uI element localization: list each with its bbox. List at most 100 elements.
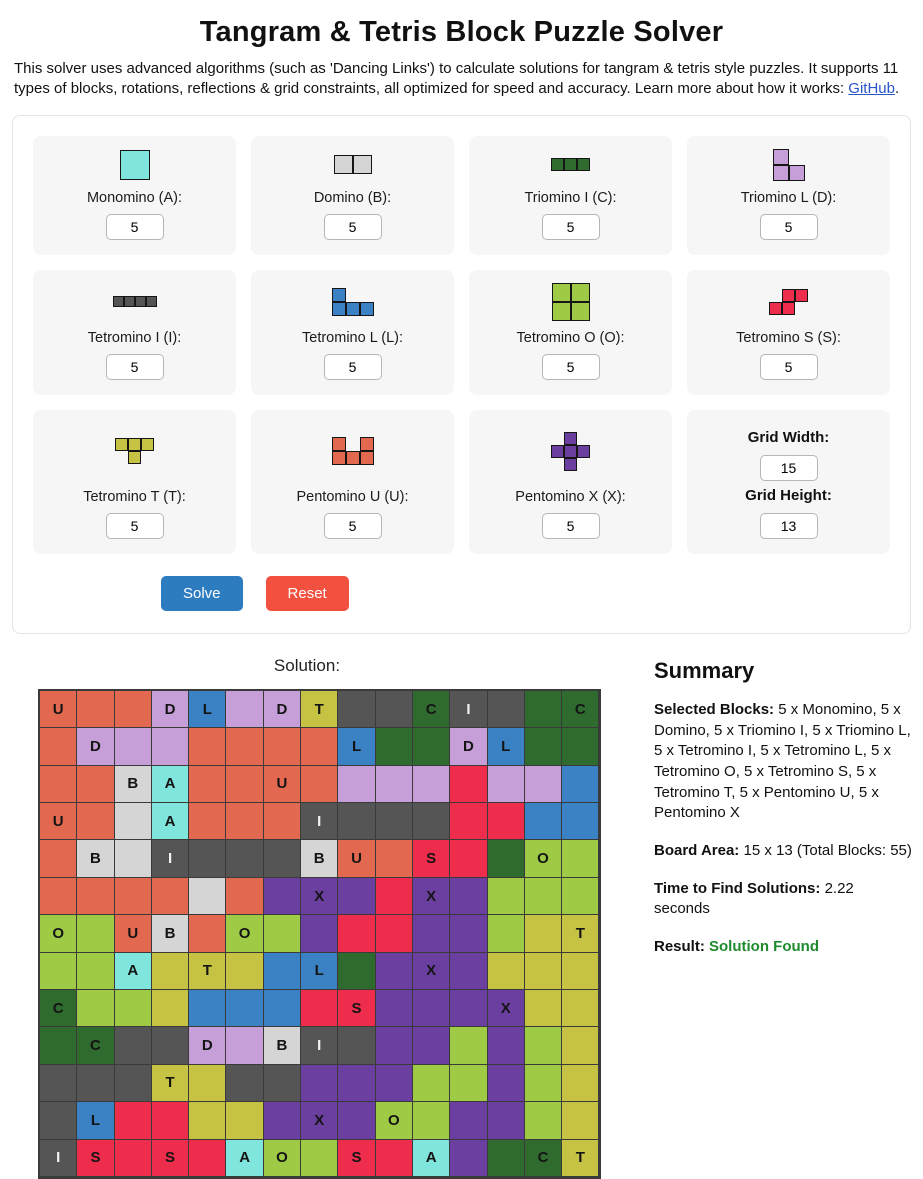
block-card-u: Pentomino U (U): (251, 409, 454, 554)
block-count-input-x[interactable] (541, 512, 600, 539)
board-cell-r1-c15: C (562, 690, 600, 729)
board-cell-r6-c12 (450, 877, 488, 916)
board-cell-r1-c7: D (263, 690, 302, 729)
board-cell-r1-c5: L (189, 690, 227, 729)
board-cell-r8-c7 (263, 952, 302, 990)
selected-blocks-label: Selected Blocks: (654, 700, 775, 718)
board-cell-r11-c11 (412, 1064, 451, 1103)
block-card-b: Domino (B): (251, 135, 454, 255)
board-cell-r10-c4 (151, 1027, 190, 1065)
action-buttons: Solve Reset (161, 575, 890, 611)
block-count-input-u[interactable] (323, 512, 382, 539)
board-cell-r11-c3 (114, 1064, 152, 1103)
board-cell-r1-c9 (338, 690, 376, 729)
board-cell-r10-c8: I (301, 1027, 339, 1065)
board-cell-r11-c15 (562, 1064, 600, 1103)
page-title: Tangram & Tetris Block Puzzle Solver (199, 16, 724, 48)
block-count-input-b[interactable] (323, 213, 382, 240)
board-cell-r4-c7 (263, 803, 302, 841)
board-cell-r2-c10 (375, 728, 413, 766)
board-cell-r11-c13 (487, 1064, 525, 1103)
block-card-s: Tetromino S (S): (687, 269, 890, 395)
reset-button[interactable]: Reset (265, 575, 349, 611)
intro-text: This solver uses advanced algorithms (su… (14, 59, 909, 99)
board-cell-r12-c12 (450, 1102, 488, 1140)
board-cell-r8-c10 (375, 952, 413, 990)
block-count-input-o[interactable] (541, 353, 600, 380)
summary-board-area: Board Area: 15 x 13 (Total Blocks: 55) (654, 841, 913, 862)
block-count-input-t[interactable] (105, 512, 164, 539)
controls-panel: Monomino (A): Domino (B): Triomino I (C)… (12, 114, 911, 634)
board-cell-r4-c15 (562, 803, 600, 841)
solve-button[interactable]: Solve (161, 575, 243, 611)
board-cell-r8-c15 (562, 952, 600, 990)
board-cell-r12-c5 (189, 1102, 227, 1140)
board-cell-r2-c2: D (77, 728, 115, 766)
board-cell-r13-c11: A (412, 1139, 451, 1177)
block-count-input-i[interactable] (105, 353, 164, 380)
board-cell-r6-c1 (40, 877, 78, 916)
board-cell-r6-c6 (226, 877, 264, 916)
block-cards-grid: Monomino (A): Domino (B): Triomino I (C)… (33, 135, 890, 554)
board-cell-r9-c7 (263, 990, 302, 1028)
board-cell-r6-c2 (77, 877, 115, 916)
block-count-input-l[interactable] (323, 353, 382, 380)
board-cell-r4-c2 (77, 803, 115, 841)
block-label: Tetromino S (S): (736, 329, 841, 346)
board-cell-r9-c11 (412, 990, 451, 1028)
board-cell-r13-c2: S (77, 1139, 115, 1177)
block-count-input-a[interactable] (105, 213, 164, 240)
board-cell-r1-c8: T (301, 690, 339, 729)
board-cell-r12-c4 (151, 1102, 190, 1140)
board-cell-r3-c11 (412, 765, 451, 804)
board-cell-r7-c9 (338, 915, 376, 953)
board-cell-r3-c3: B (114, 765, 152, 804)
board-cell-r8-c11: X (412, 952, 451, 990)
board-cell-r7-c7 (263, 915, 302, 953)
board-cell-r3-c2 (77, 765, 115, 804)
board-cell-r1-c13 (487, 690, 525, 729)
board-cell-r6-c13 (487, 877, 525, 916)
block-count-input-d[interactable] (759, 213, 818, 240)
grid-height-input[interactable] (759, 512, 818, 539)
board-cell-r1-c10 (375, 690, 413, 729)
board-cell-r7-c12 (450, 915, 488, 953)
board-cell-r6-c3 (114, 877, 152, 916)
board-cell-r12-c14 (524, 1102, 563, 1140)
board-cell-r13-c5 (189, 1139, 227, 1177)
board-cell-r6-c9 (338, 877, 376, 916)
board-cell-r11-c4: T (151, 1064, 190, 1103)
grid-width-input[interactable] (759, 454, 818, 481)
board-cell-r3-c15 (562, 765, 600, 804)
board-cell-r12-c15 (562, 1102, 600, 1140)
block-card-o: Tetromino O (O): (469, 269, 672, 395)
github-link[interactable]: GitHub (848, 79, 895, 97)
board-cell-r12-c3 (114, 1102, 152, 1140)
board-cell-r5-c3 (114, 840, 152, 878)
board-cell-r11-c5 (189, 1064, 227, 1103)
board-cell-r2-c1 (40, 728, 78, 766)
board-cell-r9-c3 (114, 990, 152, 1028)
board-cell-r4-c6 (226, 803, 264, 841)
grid-height-label: Grid Height: (745, 486, 832, 504)
board-cell-r10-c3 (114, 1027, 152, 1065)
board-cell-r11-c8 (301, 1064, 339, 1103)
board-cell-r8-c4 (151, 952, 190, 990)
board-cell-r13-c3 (114, 1139, 152, 1177)
board-cell-r2-c9: L (338, 728, 376, 766)
tetromino-s-icon (769, 288, 808, 315)
board-cell-r13-c1: I (40, 1139, 78, 1177)
board-cell-r5-c7 (263, 840, 302, 878)
block-count-input-c[interactable] (541, 213, 600, 240)
board-cell-r2-c4 (151, 728, 190, 766)
block-count-input-s[interactable] (759, 353, 818, 380)
board-cell-r11-c9 (338, 1064, 376, 1103)
board-cell-r13-c7: O (263, 1139, 302, 1177)
board-cell-r4-c9 (338, 803, 376, 841)
time-value: 2.22 seconds (654, 879, 854, 918)
board-cell-r9-c4 (151, 990, 190, 1028)
board-cell-r10-c11 (412, 1027, 451, 1065)
board-cell-r8-c5: T (189, 952, 227, 990)
board-cell-r3-c4: A (151, 765, 190, 804)
board-cell-r12-c2: L (77, 1102, 115, 1140)
